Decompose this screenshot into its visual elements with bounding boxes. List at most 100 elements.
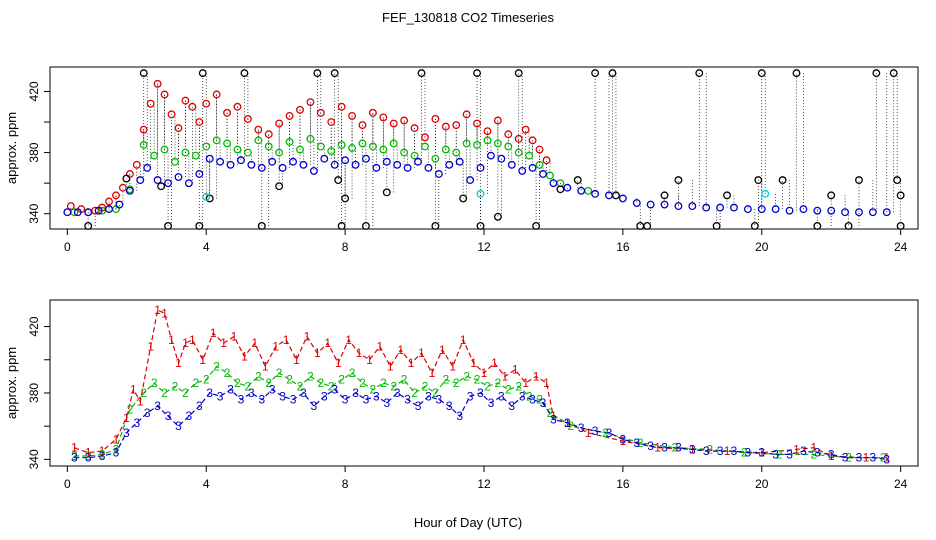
point-red xyxy=(389,119,398,128)
point-marker-red: 1 xyxy=(501,369,508,383)
point-marker-blue: 3 xyxy=(165,409,172,423)
point-marker-blue: 3 xyxy=(540,396,547,410)
point-red xyxy=(275,119,284,128)
point-black xyxy=(573,176,582,185)
point-marker-green: 2 xyxy=(442,373,449,387)
point-marker-blue: 3 xyxy=(331,383,338,397)
top-panel: 0 4 8 12 16 20 24 340 380 420 approx. ppm xyxy=(4,66,919,254)
point-green xyxy=(254,136,263,145)
point-blue xyxy=(403,163,412,172)
point-green xyxy=(275,148,284,157)
point-blue xyxy=(632,199,641,207)
point-marker-green: 2 xyxy=(245,379,252,393)
point-marker-red: 1 xyxy=(620,434,627,448)
point-marker-red: 1 xyxy=(408,356,415,370)
point-red xyxy=(112,191,120,200)
point-marker-red: 1 xyxy=(491,356,498,370)
point-black xyxy=(417,69,426,78)
point-marker-red: 1 xyxy=(147,339,154,353)
point-marker-red: 1 xyxy=(231,330,238,344)
point-marker-blue: 3 xyxy=(383,396,390,410)
point-marker-blue: 3 xyxy=(404,393,411,407)
bottom-x-tick-label: 20 xyxy=(755,477,769,491)
bottom-series-lines xyxy=(74,309,887,460)
bottom-y-axis-label: approx. ppm xyxy=(4,347,19,419)
top-x-tick-label: 0 xyxy=(64,240,71,254)
point-red xyxy=(514,134,523,143)
point-blue xyxy=(702,203,711,212)
point-marker-red: 1 xyxy=(550,409,557,423)
point-marker-green: 2 xyxy=(370,383,377,397)
point-marker-red: 1 xyxy=(199,353,206,367)
point-marker-blue: 3 xyxy=(745,446,752,460)
point-blue xyxy=(73,208,82,217)
point-black xyxy=(334,176,343,185)
series-line-green xyxy=(74,365,884,459)
point-blue xyxy=(813,206,822,215)
point-marker-blue: 3 xyxy=(592,424,599,438)
point-marker-blue: 3 xyxy=(227,383,234,397)
point-green xyxy=(296,145,304,154)
bottom-x-tick-label: 24 xyxy=(894,477,908,491)
point-blue xyxy=(414,157,422,166)
point-marker-red: 1 xyxy=(439,343,446,357)
bottom-x-tick-label: 12 xyxy=(477,477,491,491)
point-red xyxy=(452,121,461,130)
point-marker-green: 2 xyxy=(140,386,147,400)
point-marker-red: 1 xyxy=(345,333,352,347)
point-black xyxy=(275,182,284,191)
point-marker-red: 1 xyxy=(272,339,279,353)
point-marker-red: 1 xyxy=(828,449,835,463)
point-marker-red: 1 xyxy=(220,336,227,350)
point-marker-blue: 3 xyxy=(606,426,613,440)
point-black xyxy=(712,221,721,230)
point-black xyxy=(157,182,166,191)
point-black xyxy=(341,194,350,203)
point-red xyxy=(441,122,450,131)
point-red xyxy=(118,183,127,192)
point-marker-blue: 3 xyxy=(196,399,203,413)
point-blue xyxy=(382,157,391,166)
point-red xyxy=(379,113,388,122)
point-marker-green: 2 xyxy=(741,446,748,460)
point-marker-green: 2 xyxy=(453,376,460,390)
point-marker-green: 2 xyxy=(810,447,817,461)
point-marker-blue: 3 xyxy=(206,386,213,400)
point-marker-green: 2 xyxy=(349,366,356,380)
point-red xyxy=(132,160,141,169)
point-marker-red: 1 xyxy=(182,336,189,350)
point-marker-blue: 3 xyxy=(477,386,484,400)
point-marker-blue: 3 xyxy=(772,447,779,461)
point-red xyxy=(368,108,377,117)
point-marker-green: 2 xyxy=(265,376,272,390)
point-marker-blue: 3 xyxy=(467,389,474,403)
point-red xyxy=(528,136,537,145)
point-marker-green: 2 xyxy=(85,449,92,463)
point-blue xyxy=(216,157,225,166)
point-black xyxy=(330,69,339,78)
point-marker-blue: 3 xyxy=(238,393,245,407)
point-red xyxy=(146,99,155,108)
point-marker-blue: 3 xyxy=(154,399,161,413)
point-blue xyxy=(94,206,103,215)
point-marker-red: 1 xyxy=(137,394,144,408)
point-blue xyxy=(289,157,297,166)
point-marker-green: 2 xyxy=(547,406,554,420)
point-marker-red: 1 xyxy=(335,356,342,370)
point-blue xyxy=(125,186,134,195)
point-red xyxy=(337,102,346,111)
point-marker-green: 2 xyxy=(71,449,78,463)
point-marker-blue: 3 xyxy=(311,399,318,413)
point-green xyxy=(431,154,440,163)
point-marker-green: 2 xyxy=(845,451,852,465)
point-marker-green: 2 xyxy=(127,403,134,417)
bottom-x-tick-label: 16 xyxy=(616,477,630,491)
x-axis-label: Hour of Day (UTC) xyxy=(414,515,522,530)
point-black xyxy=(893,176,902,185)
point-blue xyxy=(434,170,443,178)
point-blue xyxy=(539,170,547,178)
point-cyan xyxy=(476,189,485,198)
point-blue xyxy=(226,160,235,169)
point-marker-green: 2 xyxy=(706,442,713,456)
